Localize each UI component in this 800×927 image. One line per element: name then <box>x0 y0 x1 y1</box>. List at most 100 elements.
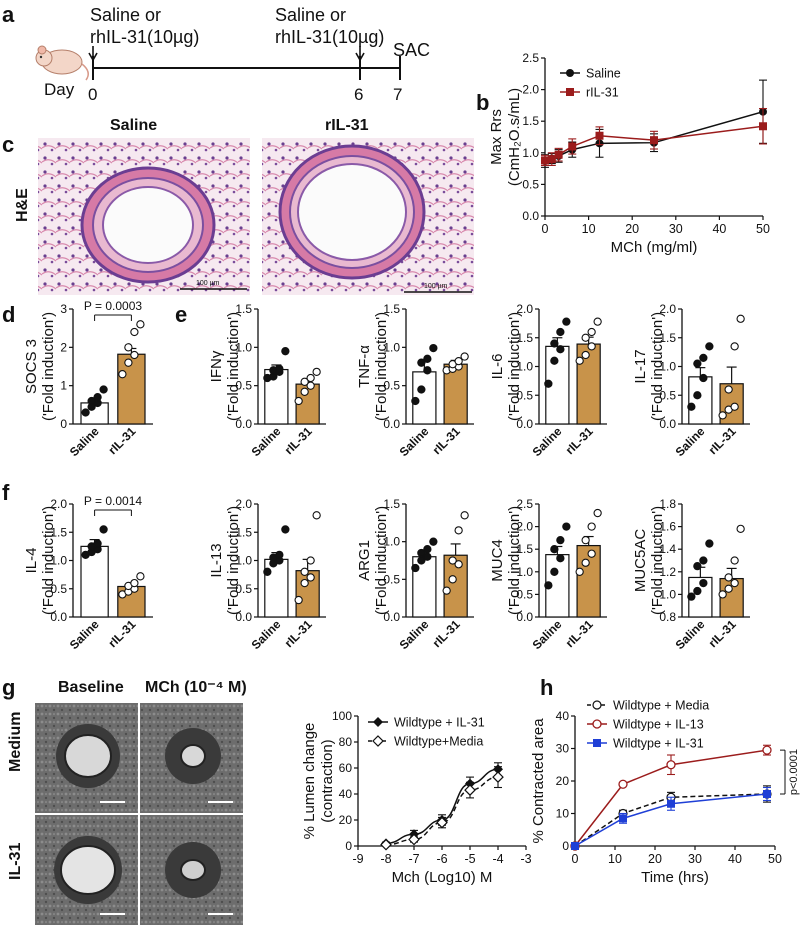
data-point <box>373 717 383 727</box>
y-tick-label: 10 <box>556 807 570 821</box>
y-axis-label: IL-13 <box>208 543 225 577</box>
data-point <box>736 314 745 323</box>
y-axis-label: IFNγ <box>208 350 225 382</box>
y-tick-label: 20 <box>339 813 353 827</box>
data-point <box>442 586 451 595</box>
data-point <box>411 396 420 406</box>
y-tick-label: 0.5 <box>522 177 539 191</box>
data-point <box>759 122 767 131</box>
data-point <box>93 539 102 548</box>
data-point <box>587 327 596 337</box>
y-axis-label: SOCS 3 <box>23 339 40 394</box>
injection-1-arrow <box>88 46 98 62</box>
data-point <box>554 150 563 159</box>
bar-saline <box>688 376 713 425</box>
day-label: Day <box>44 80 75 99</box>
histology-image-il31: 100 µm <box>262 138 474 295</box>
y-tick-label: 0.0 <box>522 209 539 223</box>
histology-panel: Saline rIL-31 H&E 100 µm 100 µm <box>14 117 474 295</box>
explant-row-il31: IL-31 <box>7 843 24 880</box>
chart-b-airway-resistance: 0.0 0.5 1.0 1.5 2.0 2.5 0 10 20 30 40 50 MCh (mg/ml)… <box>488 51 770 256</box>
y-tick-label: 2.0 <box>522 83 539 97</box>
y-tick-label: 2.0 <box>516 520 533 534</box>
data-point <box>312 511 321 520</box>
data-point <box>571 842 579 850</box>
y-tick-label: 0.5 <box>516 587 533 601</box>
data-point <box>429 343 438 353</box>
chart-g-lumen-change: 0 20 40 60 80 100 -9 -8 -7 -6 -5 -4 -3 Mch (Log10) M%… <box>301 709 532 886</box>
data-point <box>618 779 628 789</box>
data-point <box>464 784 476 796</box>
y-axis-label: % Contracted area <box>530 718 547 844</box>
data-point <box>87 396 96 406</box>
data-point <box>593 739 601 747</box>
data-point <box>423 366 432 375</box>
data-point <box>460 352 469 361</box>
x-tick-label: rIL-31 <box>706 424 739 457</box>
explant-panel: Baseline MCh (10⁻⁴ M) Medium IL-31 <box>7 679 247 925</box>
data-point <box>372 735 384 747</box>
y-axis-label: MUC4 <box>489 539 506 582</box>
y-axis-label-unit: ('Fold induction') <box>40 312 57 421</box>
x-tick-label: Saline <box>67 424 102 459</box>
x-tick-label: rIL-31 <box>282 424 315 457</box>
y-tick-label: 0.0 <box>659 417 676 431</box>
data-point <box>124 358 133 367</box>
injection-2-arrow <box>355 46 365 62</box>
y-tick-label: 0 <box>345 839 352 853</box>
data-point <box>667 799 675 808</box>
data-point <box>699 578 708 588</box>
y-tick-label: 1.5 <box>516 331 533 345</box>
y-axis-label: ARG1 <box>356 540 373 581</box>
y-tick-label: 1.0 <box>50 554 67 568</box>
x-axis-label: MCh (mg/ml) <box>611 239 698 256</box>
y-tick-label: 1.0 <box>516 565 533 579</box>
data-point <box>118 370 127 379</box>
data-point <box>724 573 733 582</box>
explant-image-il31-baseline <box>35 815 138 925</box>
y-tick-label: 2.5 <box>516 497 533 511</box>
data-point <box>556 536 565 545</box>
x-axis-label: Mch (Log10) M <box>392 869 493 886</box>
data-point <box>724 584 733 593</box>
y-axis-label: IL-6 <box>489 354 506 380</box>
data-point <box>556 327 565 337</box>
p-value-annotation: P = 0.0014 <box>84 494 142 508</box>
data-point <box>275 364 284 373</box>
data-point <box>687 402 696 411</box>
data-point <box>562 522 571 531</box>
y-axis-label: MUC5AC <box>632 529 649 593</box>
data-point <box>492 771 504 783</box>
y-tick-label: 60 <box>339 761 353 775</box>
data-point <box>687 592 696 601</box>
data-point <box>724 385 733 394</box>
y-tick-label: 2.0 <box>659 302 676 316</box>
data-point <box>417 358 426 367</box>
series-line-2 <box>574 793 768 847</box>
y-tick-label: 0.5 <box>50 582 67 596</box>
y-tick-label: 2.0 <box>50 497 67 511</box>
data-point <box>699 353 708 363</box>
y-tick-label: 100 <box>332 709 352 723</box>
data-point <box>705 539 714 548</box>
legend-label: Wildtype + IL-31 <box>394 716 485 730</box>
y-axis-label-unit: ('Fold induction') <box>649 506 666 615</box>
timeline-panel: Day 0 6 7 Saline or rhIL-31(10µg) Saline… <box>35 5 430 104</box>
y-tick-label: 0.0 <box>235 610 252 624</box>
legend-label: Wildtype + IL-13 <box>613 718 704 732</box>
explant-col-mch: MCh (10⁻⁴ M) <box>145 679 247 696</box>
data-point <box>306 556 315 565</box>
data-point <box>699 556 708 565</box>
x-tick-label: 10 <box>582 222 596 236</box>
y-tick-label: 1.0 <box>235 554 252 568</box>
data-point <box>99 525 108 534</box>
data-point <box>587 549 596 558</box>
panel-letter-b: b <box>476 90 489 115</box>
y-tick-label: 0.5 <box>383 572 400 586</box>
data-point <box>730 342 739 351</box>
x-tick-label: rIL-31 <box>282 617 315 650</box>
y-tick-label: 1.0 <box>659 587 676 601</box>
data-point <box>595 131 604 140</box>
